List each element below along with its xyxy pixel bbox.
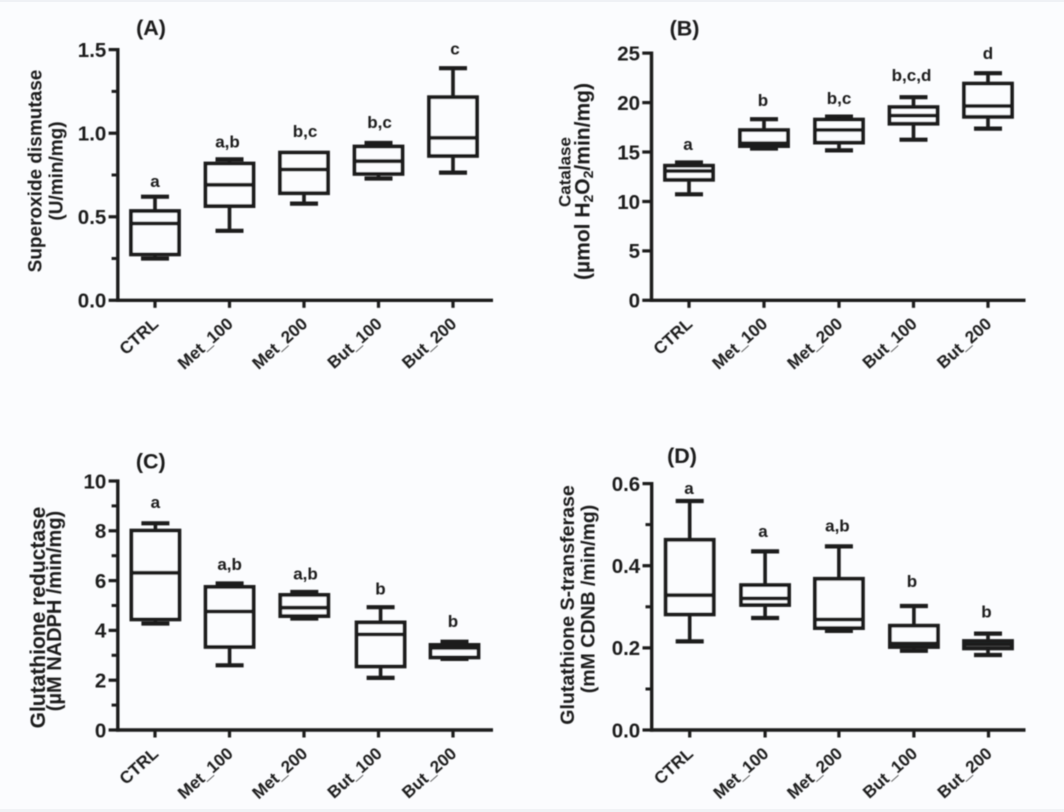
svg-text:6: 6	[95, 570, 106, 593]
svg-text:a,b: a,b	[217, 555, 242, 574]
svg-text:Glutathione reductase: Glutathione reductase	[27, 507, 50, 729]
svg-text:b: b	[448, 612, 458, 631]
svg-text:(µmol H2O2/min/mg): (µmol H2O2/min/mg)	[572, 83, 597, 280]
svg-text:(B): (B)	[670, 17, 700, 41]
svg-text:8: 8	[95, 520, 106, 543]
svg-text:0: 0	[95, 719, 106, 742]
svg-text:2: 2	[95, 670, 106, 693]
svg-text:5: 5	[629, 240, 640, 263]
svg-text:(U/min/mg): (U/min/mg)	[47, 121, 68, 220]
svg-text:b: b	[375, 579, 385, 598]
svg-text:0.0: 0.0	[612, 719, 641, 742]
svg-text:0.6: 0.6	[612, 473, 641, 496]
svg-text:d: d	[983, 44, 993, 63]
svg-text:c: c	[450, 40, 459, 59]
svg-text:Glutathione S-transferase: Glutathione S-transferase	[557, 485, 579, 725]
svg-text:Catalase: Catalase	[556, 137, 575, 207]
svg-text:10: 10	[83, 470, 106, 493]
svg-text:(µM NADPH /min/mg): (µM NADPH /min/mg)	[44, 511, 66, 711]
svg-text:b: b	[981, 602, 991, 621]
svg-text:4: 4	[95, 620, 107, 643]
svg-text:a: a	[151, 493, 161, 512]
svg-text:10: 10	[617, 191, 640, 214]
svg-text:0.2: 0.2	[612, 637, 641, 660]
svg-text:b,c: b,c	[367, 113, 392, 132]
svg-text:b,c: b,c	[827, 89, 852, 108]
svg-text:a: a	[758, 522, 768, 541]
svg-text:b,c,d: b,c,d	[892, 66, 932, 85]
svg-text:15: 15	[617, 141, 640, 164]
svg-text:(C): (C)	[136, 450, 166, 474]
svg-text:0: 0	[629, 290, 640, 313]
svg-text:b: b	[907, 572, 917, 591]
svg-text:Superoxide dismutase: Superoxide dismutase	[26, 70, 47, 273]
svg-text:20: 20	[617, 92, 640, 115]
svg-text:b: b	[758, 91, 768, 110]
svg-text:a: a	[684, 479, 694, 498]
svg-text:(A): (A)	[136, 16, 166, 40]
svg-text:0.4: 0.4	[612, 555, 641, 578]
svg-text:a: a	[683, 135, 693, 154]
svg-text:a,b: a,b	[293, 564, 318, 583]
svg-text:(mM CDNB /min/mg): (mM CDNB /min/mg)	[578, 505, 600, 694]
svg-text:(D): (D)	[667, 444, 697, 468]
svg-text:0.5: 0.5	[78, 206, 107, 229]
svg-text:0.0: 0.0	[78, 290, 107, 313]
svg-text:a: a	[150, 172, 160, 191]
svg-text:a,b: a,b	[215, 133, 240, 152]
svg-text:25: 25	[617, 42, 640, 65]
svg-text:b,c: b,c	[293, 122, 318, 141]
svg-text:1.5: 1.5	[78, 39, 107, 62]
svg-text:a,b: a,b	[825, 517, 850, 536]
svg-text:1.0: 1.0	[78, 123, 107, 146]
